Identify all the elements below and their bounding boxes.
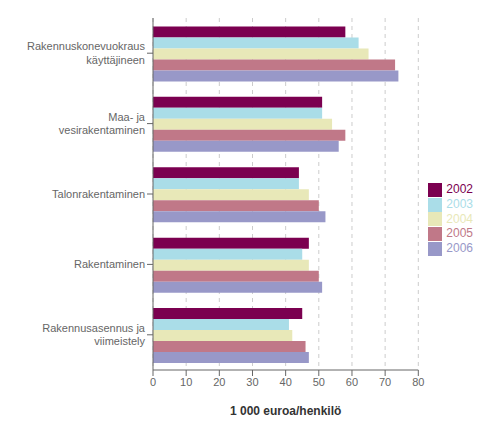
html-text:2004: 2004 — [446, 211, 473, 226]
html-text:2005: 2005 — [446, 226, 473, 241]
svg-text:Talonrakentaminen: Talonrakentaminen — [52, 188, 145, 200]
svg-text:10: 10 — [180, 376, 192, 388]
svg-text:Rakentaminen: Rakentaminen — [74, 258, 145, 270]
html-text:2003: 2003 — [446, 196, 473, 211]
svg-text:40: 40 — [280, 376, 292, 388]
html-text:2002: 2002 — [446, 181, 473, 196]
svg-text:Rakennusasennus javiimeistely: Rakennusasennus javiimeistely — [42, 322, 146, 347]
svg-text:0: 0 — [150, 376, 156, 388]
svg-text:Maa- javesirakentaminen: Maa- javesirakentaminen — [59, 111, 146, 136]
svg-text:70: 70 — [379, 376, 391, 388]
svg-text:50: 50 — [313, 376, 325, 388]
svg-text:Rakennuskonevuokrauskäyttäjine: Rakennuskonevuokrauskäyttäjineen — [27, 40, 146, 65]
svg-text:60: 60 — [346, 376, 358, 388]
svg-text:80: 80 — [412, 376, 424, 388]
svg-text:20: 20 — [213, 376, 225, 388]
svg-text:30: 30 — [246, 376, 258, 388]
html-text:2006: 2006 — [446, 241, 473, 256]
svg-text:1 000 euroa/henkilö: 1 000 euroa/henkilö — [230, 404, 341, 418]
